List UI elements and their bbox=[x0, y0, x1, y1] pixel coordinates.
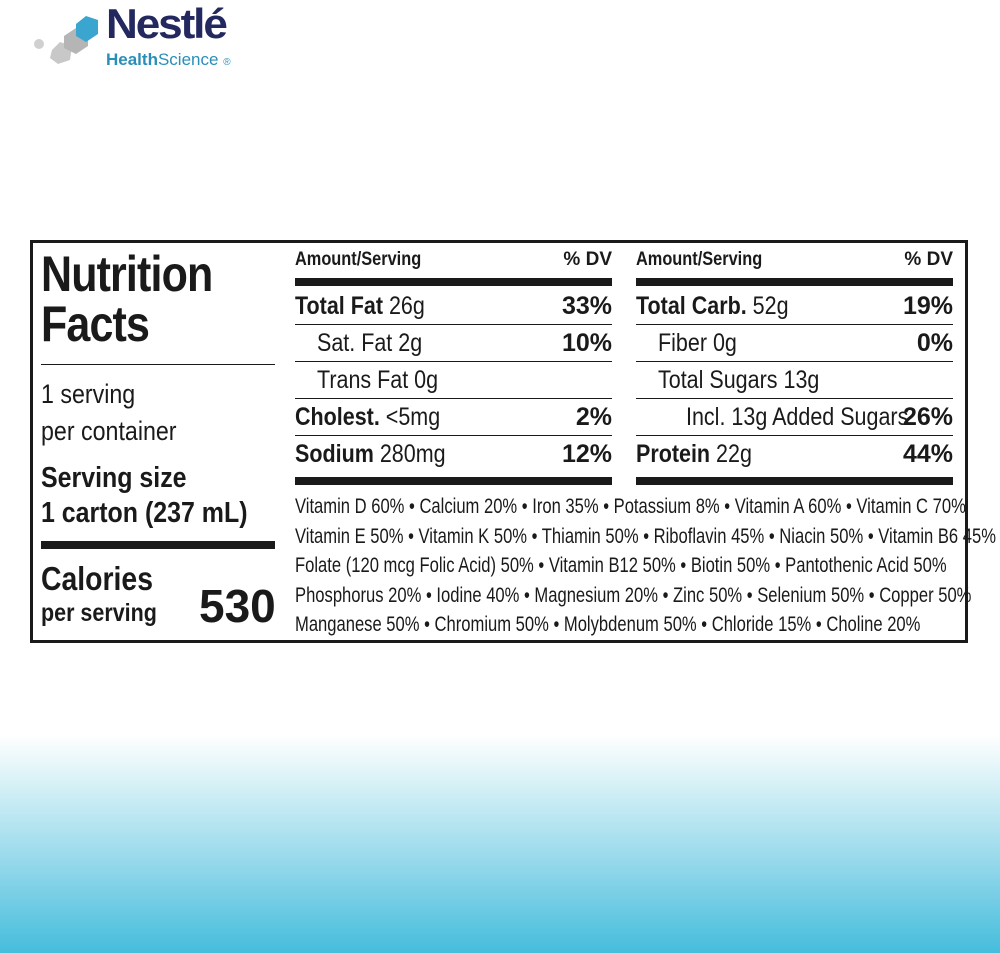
nutrient-name: Sodium 280mg bbox=[295, 440, 446, 468]
vitamins-minerals-list: Vitamin D 60% • Calcium 20% • Iron 35% •… bbox=[295, 492, 1000, 640]
nutrient-name: Total Sugars 13g bbox=[658, 366, 820, 394]
label-title: Nutrition Facts bbox=[41, 246, 213, 352]
nestle-health-science-logo: Nestlé HealthScience ® bbox=[30, 0, 270, 72]
daily-value-percent: 0% bbox=[916, 329, 953, 357]
calories-value: 530 bbox=[199, 580, 276, 632]
nutrient-row: Total Fat 26g 33% bbox=[295, 288, 612, 325]
daily-value-percent: 10% bbox=[561, 329, 612, 357]
calories-label: Calories bbox=[41, 560, 154, 597]
nutrient-name: Incl. 13g Added Sugars bbox=[686, 403, 909, 431]
nutrient-row: Total Carb. 52g 19% bbox=[636, 288, 953, 325]
nutrient-row: Protein 22g 44% bbox=[636, 436, 953, 472]
daily-value-percent: 26% bbox=[902, 403, 953, 431]
daily-value-percent: 12% bbox=[561, 440, 612, 468]
brand-name: Nestlé bbox=[106, 0, 228, 47]
vitamin-line: Vitamin E 50% • Vitamin K 50% • Thiamin … bbox=[295, 524, 996, 548]
brand-subtitle: HealthScience ® bbox=[106, 50, 231, 69]
nutrient-row: Sat. Fat 2g 10% bbox=[295, 325, 612, 362]
nutrient-row: Cholest. <5mg 2% bbox=[295, 399, 612, 436]
nutrient-name: Sat. Fat 2g bbox=[317, 329, 423, 357]
vitamin-line: Vitamin D 60% • Calcium 20% • Iron 35% •… bbox=[295, 495, 966, 518]
vitamin-line: Manganese 50% • Chromium 50% • Molybdenu… bbox=[295, 613, 921, 636]
nutrient-name: Trans Fat 0g bbox=[317, 366, 439, 394]
nutrient-name: Total Carb. 52g bbox=[636, 292, 789, 320]
nutrient-row: Total Sugars 13g bbox=[636, 362, 953, 399]
nutrient-name: Fiber 0g bbox=[658, 329, 737, 357]
daily-value-percent: 19% bbox=[902, 292, 953, 320]
nutrient-name: Total Fat 26g bbox=[295, 292, 425, 320]
vitamin-line: Folate (120 mcg Folic Acid) 50% • Vitami… bbox=[295, 554, 947, 577]
nutrient-row: Trans Fat 0g bbox=[295, 362, 612, 399]
daily-value-percent: 2% bbox=[575, 403, 612, 431]
serving-size: Serving size 1 carton (237 mL) bbox=[41, 462, 248, 529]
nutrient-row: Incl. 13g Added Sugars 26% bbox=[636, 399, 953, 436]
daily-value-percent: 33% bbox=[561, 292, 612, 320]
nutrient-name: Cholest. <5mg bbox=[295, 403, 441, 431]
daily-value-percent: 44% bbox=[902, 440, 953, 468]
nutrient-name: Protein 22g bbox=[636, 440, 752, 468]
servings-per-container: 1 serving per container bbox=[41, 379, 177, 446]
hexagon-logo-icon bbox=[34, 16, 98, 64]
nutrition-facts-label: Nutrition Facts 1 serving per container Se… bbox=[30, 240, 996, 643]
nutrient-row: Sodium 280mg 12% bbox=[295, 436, 612, 472]
nutrient-row: Fiber 0g 0% bbox=[636, 325, 953, 362]
vitamin-line: Phosphorus 20% • Iodine 40% • Magnesium … bbox=[295, 583, 972, 607]
calories-sub-label: per serving bbox=[41, 599, 157, 627]
